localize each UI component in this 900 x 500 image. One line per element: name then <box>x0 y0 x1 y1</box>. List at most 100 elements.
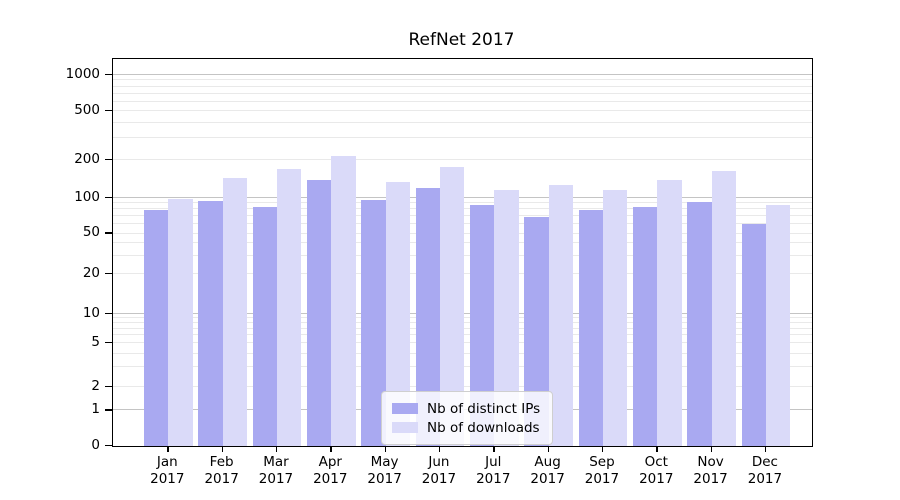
bar-downloads <box>657 179 682 446</box>
y-tick-label: 1 <box>91 401 100 418</box>
x-tick-month: Dec <box>751 454 778 470</box>
bar-downloads <box>222 177 247 446</box>
gridline-minor <box>113 85 812 87</box>
x-tick-label: Mar 2017 <box>241 454 311 488</box>
x-tick-month: May <box>370 454 399 470</box>
legend-swatch-downloads <box>392 422 418 433</box>
x-tick-month: Sep <box>589 454 615 470</box>
x-tick-label: Jan 2017 <box>132 454 202 488</box>
legend-label-distinct-ips: Nb of distinct IPs <box>427 400 541 417</box>
y-tick-label: 20 <box>82 265 100 282</box>
x-tick-mark <box>547 446 549 452</box>
y-tick-mark <box>105 73 112 76</box>
y-tick-label: 0 <box>91 437 100 453</box>
gridline-minor <box>113 121 812 123</box>
x-tick-month: Nov <box>697 454 724 470</box>
bar-distinct-ips <box>578 210 603 446</box>
x-tick-year: 2017 <box>530 471 565 487</box>
x-tick-mark <box>384 446 386 452</box>
x-tick-month: Mar <box>263 454 289 470</box>
y-tick-label: 100 <box>74 189 100 205</box>
x-tick-year: 2017 <box>476 471 511 487</box>
x-tick-month: Oct <box>644 454 668 470</box>
x-tick-year: 2017 <box>258 471 294 487</box>
x-tick-label: May 2017 <box>350 454 420 488</box>
y-tick-mark <box>105 197 112 199</box>
x-tick-mark <box>330 446 332 452</box>
x-tick-mark <box>438 446 441 452</box>
x-tick-label: Sep 2017 <box>567 454 637 488</box>
x-tick-mark <box>601 446 604 452</box>
x-tick-label: Jul 2017 <box>458 454 528 488</box>
x-tick-year: 2017 <box>150 471 185 487</box>
y-tick-mark <box>105 409 112 411</box>
bar-distinct-ips <box>144 210 169 446</box>
bar-downloads <box>331 156 356 446</box>
x-tick-label: Nov 2017 <box>676 454 746 488</box>
bar-distinct-ips <box>687 202 712 446</box>
bar-downloads <box>168 199 193 446</box>
x-tick-mark <box>167 446 169 452</box>
y-tick-mark <box>105 341 112 344</box>
bar-distinct-ips <box>741 224 766 446</box>
x-tick-year: 2017 <box>693 471 728 487</box>
x-tick-label: Feb 2017 <box>187 454 257 488</box>
gridline-minor <box>113 79 812 81</box>
y-tick-label: 2 <box>91 377 100 394</box>
y-tick-mark <box>105 110 112 112</box>
gridline-minor <box>113 110 812 112</box>
x-tick-mark <box>656 446 658 452</box>
bar-distinct-ips <box>198 201 223 446</box>
x-tick-label: Oct 2017 <box>621 454 691 488</box>
x-tick-month: Jun <box>428 454 450 470</box>
y-tick-mark <box>105 159 112 161</box>
x-tick-year: 2017 <box>313 471 348 487</box>
legend-swatch-distinct-ips <box>392 403 418 414</box>
bar-downloads <box>765 204 791 446</box>
x-tick-label: Aug 2017 <box>513 454 583 488</box>
x-tick-mark <box>710 446 712 452</box>
x-tick-month: Jul <box>485 454 502 470</box>
y-tick-label: 50 <box>82 224 100 241</box>
gridline-major <box>113 73 812 75</box>
x-tick-mark <box>275 446 278 452</box>
gridline-minor <box>113 137 812 139</box>
bar-downloads <box>711 170 736 446</box>
bar-downloads <box>276 168 302 446</box>
x-tick-year: 2017 <box>367 471 402 487</box>
x-tick-month: Apr <box>318 454 342 470</box>
x-tick-mark <box>493 446 495 452</box>
x-tick-year: 2017 <box>421 471 457 487</box>
y-tick-mark <box>105 232 112 234</box>
x-tick-month: Aug <box>534 454 561 470</box>
y-tick-label: 500 <box>74 102 100 118</box>
bar-distinct-ips <box>252 206 277 446</box>
x-tick-month: Feb <box>209 454 234 470</box>
plot-area: Nb of distinct IPs Nb of downloads <box>112 58 813 447</box>
x-tick-year: 2017 <box>747 471 783 487</box>
x-tick-year: 2017 <box>204 471 239 487</box>
x-tick-mark <box>764 446 767 452</box>
x-tick-year: 2017 <box>639 471 674 487</box>
y-tick-label: 10 <box>82 304 100 321</box>
chart-title: RefNet 2017 <box>408 30 515 50</box>
legend: Nb of distinct IPs Nb of downloads <box>381 391 554 445</box>
y-tick-mark <box>105 385 112 387</box>
x-tick-month: Jan <box>156 454 178 470</box>
bar-distinct-ips <box>632 206 658 446</box>
gridline-minor <box>113 92 812 94</box>
gridline-minor <box>113 100 812 102</box>
y-tick-label: 200 <box>74 151 100 167</box>
y-tick-mark <box>105 273 112 275</box>
y-tick-label: 1000 <box>65 65 100 82</box>
x-tick-mark <box>221 446 223 452</box>
bar-distinct-ips <box>306 179 332 446</box>
x-tick-label: Jun 2017 <box>404 454 474 488</box>
x-tick-label: Dec 2017 <box>730 454 800 488</box>
x-tick-label: Apr 2017 <box>295 454 365 488</box>
x-tick-year: 2017 <box>584 471 620 487</box>
bar-downloads <box>602 190 628 446</box>
legend-item-downloads: Nb of downloads <box>392 418 540 437</box>
y-tick-mark <box>105 312 112 315</box>
